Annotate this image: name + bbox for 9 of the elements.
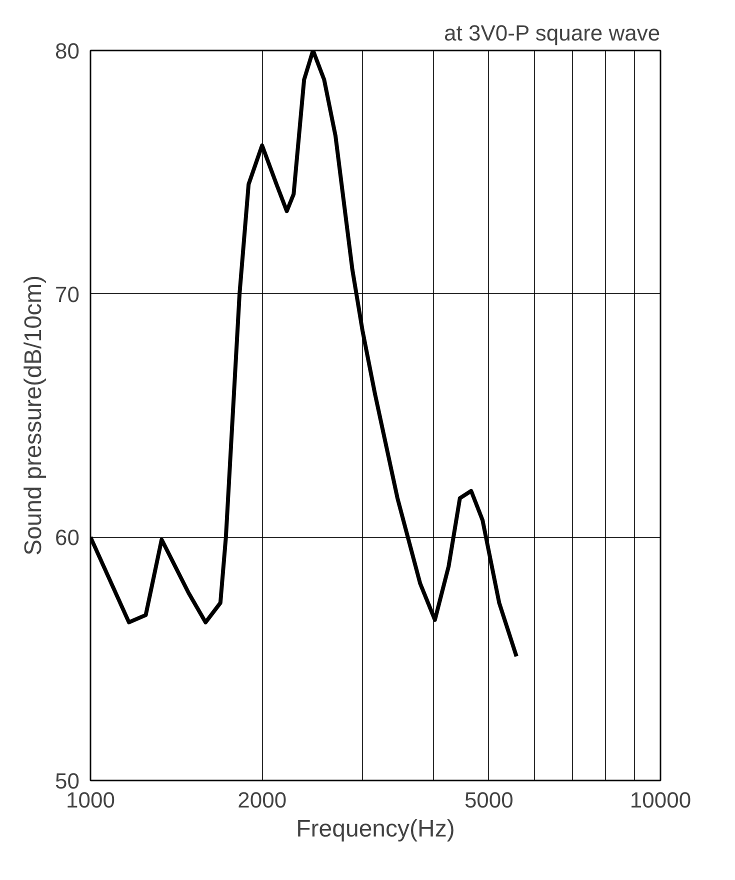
y-axis-title: Sound pressure(dB/10cm) [20,275,48,556]
y-tick-label: 70 [55,282,80,307]
x-axis-title: Frequency(Hz) [296,816,455,842]
y-tick-label: 60 [55,525,80,550]
chart-title: at 3V0-P square wave [444,20,660,46]
x-tick-label: 2000 [238,788,287,812]
y-tick-label: 80 [55,38,80,64]
x-tick-label: 5000 [464,788,514,812]
x-tick-label: 10000 [630,788,692,812]
